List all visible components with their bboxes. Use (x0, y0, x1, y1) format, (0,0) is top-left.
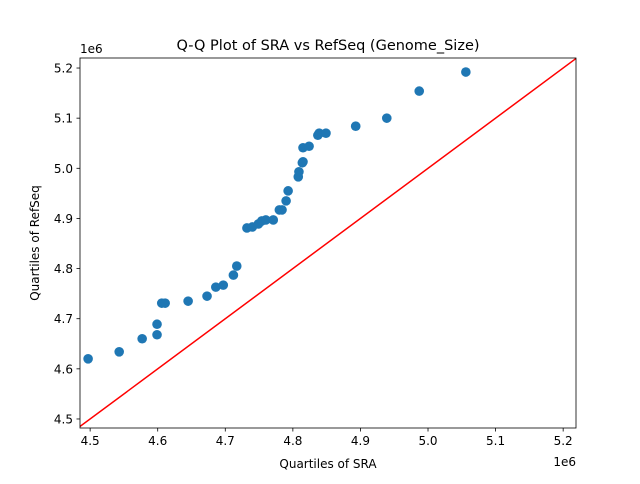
y-offset-label: 1e6 (80, 42, 103, 56)
data-point (83, 354, 93, 364)
data-point (261, 215, 271, 225)
data-point (228, 270, 239, 280)
data-point (152, 329, 162, 340)
y-tick-label: 5.2 (54, 62, 73, 76)
data-point (114, 346, 124, 357)
data-point (314, 128, 325, 139)
y-axis-label: Quartiles of RefSeq (28, 185, 42, 301)
data-point (304, 141, 314, 152)
data-point (268, 215, 279, 225)
data-point (231, 261, 242, 271)
x-tick-label: 4.8 (283, 434, 302, 448)
data-point (298, 156, 308, 167)
data-point (218, 280, 229, 290)
y-tick-label: 5.1 (54, 112, 73, 126)
y-tick-label: 4.6 (54, 362, 73, 376)
chart-title: Q-Q Plot of SRA vs RefSeq (Genome_Size) (176, 38, 479, 54)
data-point (294, 167, 304, 177)
data-point (183, 296, 193, 306)
x-tick-label: 5.0 (418, 434, 437, 448)
data-point (381, 113, 392, 123)
y-tick-label: 4.7 (54, 312, 73, 326)
data-point (211, 282, 221, 292)
data-point (321, 128, 331, 139)
data-point (281, 196, 291, 206)
x-offset-label: 1e6 (553, 455, 576, 469)
y-tick-label: 5.0 (54, 162, 73, 176)
data-point (277, 205, 287, 215)
x-tick-label: 4.7 (216, 434, 235, 448)
axes-frame (79, 57, 577, 429)
x-tick-label: 5.1 (486, 434, 505, 448)
y-tick-label: 4.9 (54, 212, 73, 226)
data-point (152, 319, 162, 330)
x-tick-label: 4.9 (351, 434, 370, 448)
data-point (160, 298, 170, 308)
y-tick-label: 4.5 (54, 412, 73, 426)
reference-line (80, 58, 576, 428)
x-tick-label: 4.6 (148, 434, 167, 448)
x-axis-label: Quartiles of SRA (279, 457, 377, 471)
x-tick-label: 4.5 (81, 434, 100, 448)
data-point (461, 67, 471, 77)
data-point (414, 86, 425, 96)
data-point (283, 186, 293, 196)
data-point (350, 121, 361, 131)
data-point (137, 333, 147, 344)
data-point (202, 291, 212, 301)
plot-area: 4.5 4.6 4.7 4.8 4.9 5.0 5.1 5.2 4.5 4.6 4.7 4.8 4.9 5… (54, 57, 577, 448)
x-tick-label: 5.2 (554, 434, 573, 448)
y-tick-label: 4.8 (54, 262, 73, 276)
